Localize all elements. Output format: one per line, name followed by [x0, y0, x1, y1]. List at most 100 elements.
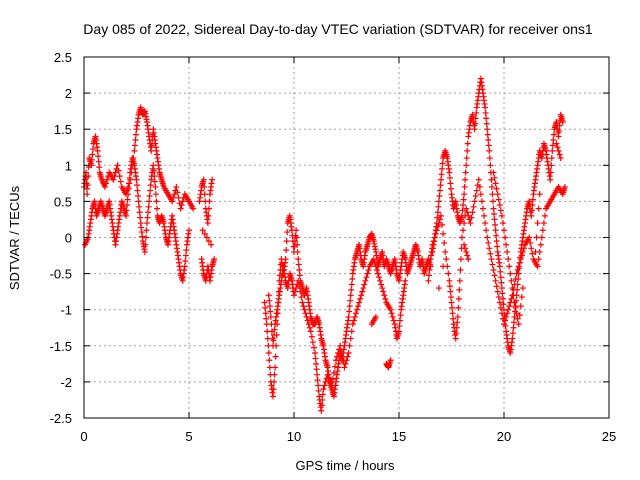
- data-point-marker: [89, 151, 96, 158]
- data-point-marker: [270, 386, 277, 393]
- data-point-marker: [464, 147, 471, 154]
- data-point-marker: [321, 382, 328, 389]
- data-point-marker: [114, 162, 121, 169]
- data-point-marker: [381, 292, 388, 299]
- data-point-marker: [327, 379, 334, 386]
- data-point-marker: [510, 319, 517, 326]
- data-point-marker: [430, 238, 437, 245]
- y-tick-label: -0.5: [50, 267, 72, 282]
- data-point-marker: [496, 263, 503, 270]
- data-point-marker: [510, 292, 517, 299]
- data-point-marker: [85, 173, 92, 180]
- data-point-marker: [494, 288, 501, 295]
- data-point-marker: [520, 245, 527, 252]
- data-point-marker: [346, 303, 353, 310]
- data-point-marker: [447, 180, 454, 187]
- data-point-marker: [132, 137, 139, 144]
- data-point-marker: [432, 230, 439, 237]
- data-point-marker: [491, 216, 498, 223]
- data-point-marker: [141, 248, 148, 255]
- data-point-marker: [151, 178, 158, 185]
- data-point-marker: [493, 185, 500, 192]
- data-point-marker: [461, 183, 468, 190]
- data-point-marker: [333, 357, 339, 364]
- data-point-marker: [497, 304, 504, 311]
- data-point-marker: [446, 174, 453, 181]
- data-point-marker: [330, 369, 337, 376]
- data-point-marker: [378, 281, 385, 288]
- data-point-marker: [272, 364, 279, 371]
- data-point-marker: [145, 203, 152, 210]
- data-point-marker: [319, 391, 326, 398]
- x-tick-labels: 0 5 10 15 20 25: [80, 429, 616, 444]
- data-point-marker: [457, 266, 464, 273]
- data-point-marker: [352, 310, 359, 317]
- data-point-marker: [270, 337, 277, 344]
- data-point-marker: [147, 182, 154, 189]
- data-point-marker: [456, 286, 463, 293]
- data-point-marker: [115, 167, 122, 174]
- data-point-marker: [464, 252, 471, 259]
- data-point-marker: [153, 198, 160, 205]
- data-point-marker: [111, 173, 118, 180]
- data-point-marker: [460, 196, 467, 203]
- data-point-marker: [266, 297, 273, 304]
- data-point-marker: [446, 283, 453, 290]
- data-point-marker: [294, 241, 301, 248]
- data-point-marker: [103, 180, 110, 187]
- data-point-marker: [556, 151, 563, 158]
- data-point-marker: [315, 387, 322, 394]
- data-point-marker: [491, 211, 498, 218]
- data-point-marker: [477, 191, 484, 198]
- data-point-marker: [459, 234, 465, 241]
- data-point-marker: [206, 198, 213, 205]
- data-point-marker: [438, 171, 445, 178]
- data-point-marker: [508, 277, 515, 284]
- data-point-marker: [142, 241, 149, 248]
- x-tick-label: 20: [497, 429, 511, 444]
- data-point-marker: [296, 283, 303, 290]
- data-point-marker: [270, 342, 276, 349]
- data-point-marker: [461, 191, 468, 198]
- data-point-marker: [150, 167, 157, 174]
- data-point-marker: [457, 256, 464, 263]
- data-point-marker: [365, 266, 372, 273]
- data-point-marker: [387, 357, 394, 364]
- x-axis-label: GPS time / hours: [296, 458, 395, 473]
- data-point-marker: [494, 243, 501, 250]
- data-point-marker: [509, 335, 516, 342]
- data-point-marker: [503, 313, 510, 320]
- data-point-marker: [490, 266, 497, 273]
- data-point-marker: [495, 196, 502, 203]
- data-point-marker: [373, 266, 380, 273]
- data-point-marker: [449, 304, 456, 311]
- data-point-marker: [348, 328, 355, 335]
- data-point-marker: [342, 360, 349, 367]
- data-point-marker: [537, 241, 544, 248]
- data-point-marker: [433, 227, 440, 234]
- data-point-marker: [295, 277, 302, 284]
- data-point-marker: [296, 272, 303, 279]
- data-point-marker: [199, 227, 206, 234]
- data-point-marker: [498, 212, 505, 219]
- data-point-marker: [171, 191, 178, 198]
- data-point-marker: [328, 382, 335, 389]
- data-point-marker: [436, 192, 443, 199]
- data-point-marker: [554, 144, 561, 151]
- data-point-marker: [345, 313, 352, 320]
- data-point-marker: [445, 270, 452, 277]
- data-point-marker: [370, 256, 377, 263]
- data-point-marker: [179, 198, 186, 205]
- data-point-marker: [473, 187, 480, 194]
- data-point-marker: [349, 321, 356, 328]
- data-point-marker: [110, 176, 117, 183]
- data-point-marker: [435, 203, 442, 210]
- data-point-marker: [437, 182, 444, 189]
- data-point-marker: [434, 209, 441, 216]
- x-tick-label: 15: [392, 429, 406, 444]
- data-point-marker: [487, 250, 494, 257]
- data-point-marker: [142, 234, 149, 241]
- data-point-marker: [527, 239, 534, 246]
- data-point-marker: [485, 142, 492, 149]
- data-point-marker: [470, 203, 477, 210]
